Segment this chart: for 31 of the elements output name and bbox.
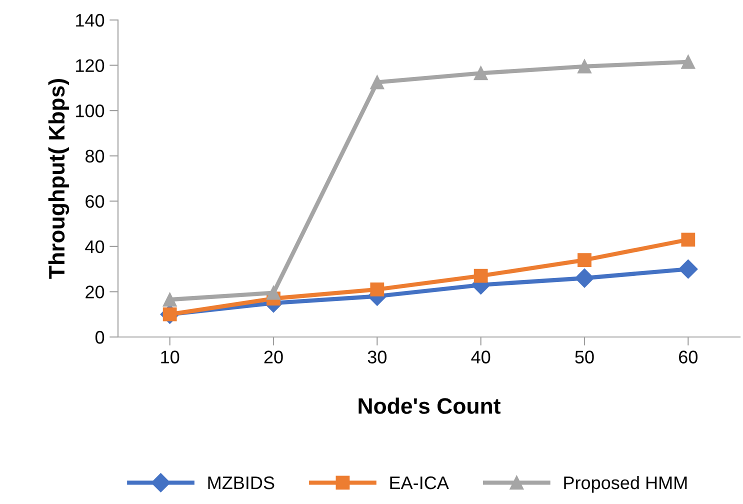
x-tick-label: 30: [368, 350, 387, 364]
point: [574, 268, 594, 288]
x-tick-label: 20: [264, 350, 283, 364]
x-tick-label: 10: [161, 350, 180, 364]
x-axis-title: Node's Count: [358, 398, 501, 414]
y-axis-title: Throughput( Kbps): [48, 79, 70, 279]
point: [578, 59, 592, 74]
x-tick-label: 40: [471, 350, 490, 364]
point: [474, 66, 488, 80]
x-tick-label: 60: [679, 350, 698, 364]
point: [681, 54, 696, 69]
y-tick-label: 120: [76, 59, 104, 72]
point: [678, 260, 698, 279]
legend-label: EA-ICA: [390, 476, 449, 490]
y-tick-label: 80: [86, 150, 104, 163]
point: [162, 292, 177, 307]
y-tick-label: 0: [95, 330, 104, 344]
point: [681, 232, 696, 247]
point: [474, 268, 488, 283]
y-tick-label: 140: [76, 14, 104, 27]
y-tick-label: 20: [86, 286, 104, 298]
point: [578, 253, 592, 267]
point: [266, 286, 280, 300]
point: [370, 282, 384, 296]
legend-label: Proposed HMM: [564, 476, 687, 493]
point: [370, 75, 384, 90]
y-tick-label: 100: [76, 104, 104, 118]
y-tick-label: 60: [86, 195, 104, 208]
x-tick-label: 50: [575, 350, 594, 364]
y-tick-label: 40: [85, 240, 104, 254]
legend-label: MZBIDS: [208, 476, 274, 490]
